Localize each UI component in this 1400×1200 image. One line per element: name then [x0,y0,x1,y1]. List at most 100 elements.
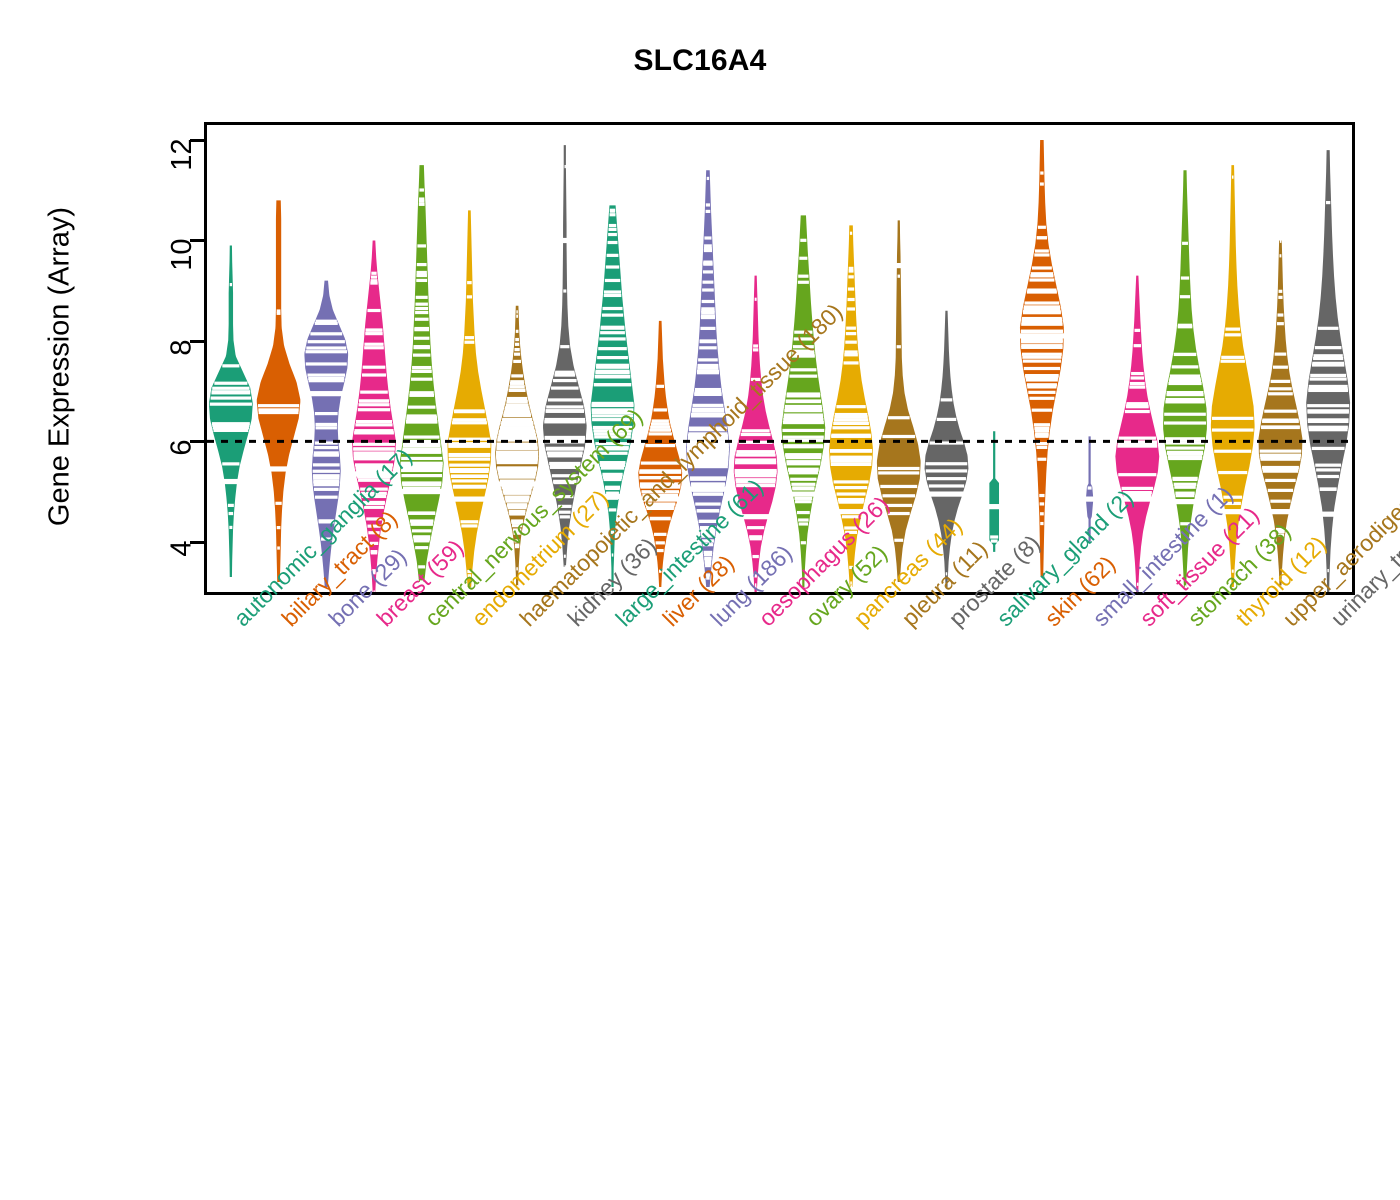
data-point-tick [1034,426,1050,430]
data-point-tick [595,365,630,369]
data-point-tick [213,428,249,432]
data-point-tick [546,451,583,455]
data-point-tick [1260,455,1301,460]
violin-breast[interactable] [352,240,396,592]
violin-oesophagus[interactable] [733,275,778,592]
data-point-tick [703,248,713,253]
data-point-tick [554,373,576,377]
data-point-tick [706,576,710,580]
data-point-tick [838,500,864,504]
data-point-tick [546,447,584,451]
data-point-tick [784,404,822,409]
data-point-tick [553,479,577,483]
data-point-tick [563,289,567,293]
data-point-tick [400,467,443,471]
violin-body [638,320,683,587]
data-point-tick [782,435,824,439]
violin-large_intestine[interactable] [590,205,635,587]
median-line [604,493,621,500]
data-point-tick [701,311,715,315]
data-point-tick [843,361,859,365]
data-point-tick [553,378,577,383]
data-point-tick [275,501,282,505]
violin-upper_aerodigestive_tract[interactable] [1258,239,1303,589]
violin-kidney[interactable] [543,145,587,569]
data-point-tick [1267,488,1294,492]
data-point-tick [359,399,389,403]
data-point-tick [604,278,621,283]
data-point-tick [783,415,824,419]
data-point-tick [448,437,490,441]
violin-salivary_gland[interactable] [987,431,1001,552]
violin-prostate[interactable] [924,310,969,587]
data-point-tick [409,391,434,395]
data-point-tick [451,479,488,483]
data-point-tick [1030,272,1054,276]
violin-soft_tissue[interactable] [1115,275,1160,592]
violin-ovary[interactable] [781,215,826,587]
data-point-tick [1280,585,1282,589]
data-point-tick [452,418,487,422]
data-point-tick [608,223,617,228]
data-point-tick [1040,171,1044,175]
y-axis-tick [190,139,204,143]
median-line [741,514,770,520]
data-point-tick [364,346,384,350]
data-point-tick [887,511,910,516]
data-point-tick [1311,446,1345,451]
data-point-tick [504,408,530,412]
violin-pancreas[interactable] [829,225,873,589]
violin-haematopoietic_and_lymphoid_tissue[interactable] [495,305,539,589]
violin-body [352,240,396,592]
data-point-tick [544,420,586,424]
data-point-tick [845,340,857,344]
data-point-tick [516,310,518,314]
violin-central_nervous_system[interactable] [399,165,444,584]
data-point-tick [1031,408,1053,412]
data-point-tick [1117,444,1158,448]
data-point-tick [645,444,676,448]
data-point-tick [516,585,519,589]
data-point-tick [367,308,381,313]
data-point-tick [312,474,340,478]
data-point-tick [308,379,344,383]
data-point-tick [1274,352,1287,356]
violin-bone[interactable] [304,280,349,587]
data-point-tick [880,484,918,489]
data-point-tick [800,238,807,242]
data-point-tick [500,422,534,427]
violin-body [447,210,492,587]
data-point-tick [847,297,855,302]
data-point-tick [702,539,714,543]
data-point-tick [402,447,441,451]
violin-pleura[interactable] [876,220,921,582]
data-point-tick [547,454,583,458]
plot-area [204,122,1355,595]
data-point-tick [1308,388,1349,393]
data-point-tick [508,388,526,392]
data-point-tick [370,281,378,285]
data-point-tick [1307,409,1349,413]
data-point-tick [466,295,473,299]
violin-liver[interactable] [638,320,683,587]
violin-thyroid[interactable] [1210,165,1255,587]
data-point-tick [551,474,578,478]
data-point-tick [848,266,854,270]
violin-urinary_tract[interactable] [1306,150,1351,592]
data-point-tick [696,509,720,513]
median-line [1122,496,1153,502]
violin-stomach[interactable] [1163,170,1207,589]
violin-lung[interactable] [686,170,730,587]
violin-skin[interactable] [1018,140,1066,577]
data-point-tick [1039,182,1044,186]
data-point-tick [1259,453,1302,457]
median-line [689,486,727,492]
violin-small_intestine[interactable] [1084,436,1095,542]
violin-endometrium[interactable] [447,210,492,587]
data-point-tick [413,535,431,539]
data-point-tick [1225,327,1241,331]
violin-biliary_tract[interactable] [256,200,301,582]
data-point-tick [1173,482,1197,486]
violin-autonomic_ganglia[interactable] [208,245,253,577]
data-point-tick [784,409,823,413]
